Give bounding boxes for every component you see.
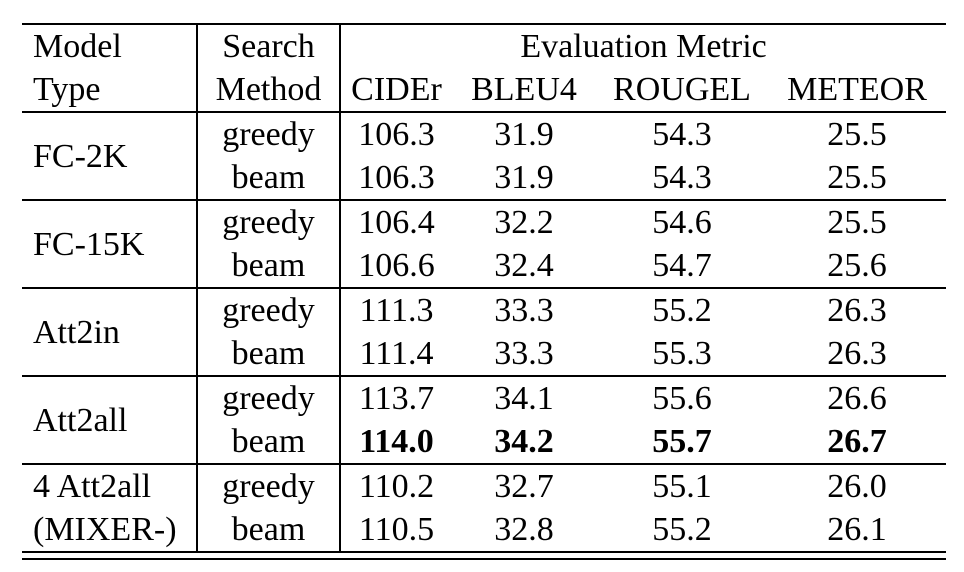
header-model-type-line1: Model (33, 28, 122, 65)
rougel-value-cell: 55.2 (652, 292, 712, 329)
header-search-method-line1: Search (222, 28, 315, 65)
header-metric-rougel: ROUGEL (613, 71, 751, 108)
cider-value-cell: 111.4 (359, 335, 434, 372)
table-row: FC-2K greedy 106.3 31.9 54.3 25.5 (22, 112, 947, 200)
cider-value-cell: 113.7 (358, 380, 435, 417)
model-name-line2: (MIXER-) (33, 511, 177, 548)
meteor-value-cell: 26.3 (827, 335, 887, 372)
bleu4-value-cell: 33.3 (494, 335, 554, 372)
cider-value-cell: 106.4 (358, 204, 435, 241)
rougel-value-cell: 54.3 (652, 159, 712, 196)
header-model-type: Model Type (22, 24, 198, 112)
meteor-value-cell: 26.6 (827, 380, 887, 417)
table-row: Att2in greedy 111.3 33.3 55.2 26.3 (22, 288, 947, 376)
bleu4-value-cell: 32.8 (494, 511, 554, 548)
table-row: FC-15K greedy 106.4 32.2 54.6 25.5 (22, 200, 947, 288)
table-body: FC-2K greedy 106.3 31.9 54.3 25.5 beam 1… (22, 112, 947, 552)
bleu4-value-cell: 32.4 (494, 247, 554, 284)
bleu4-value-cell: 32.2 (494, 204, 554, 241)
model-name-cell: Att2in (22, 288, 198, 376)
bleu4-value-cell: 34.1 (494, 380, 554, 417)
search-method-cell: beam (197, 156, 341, 200)
table-row: beam 110.5 32.8 55.2 26.1 (22, 508, 946, 552)
meteor-value-cell: 26.0 (827, 468, 887, 505)
header-metric-bleu4: BLEU4 (471, 71, 577, 108)
meteor-value-cell: 25.5 (827, 116, 887, 153)
table-row: beam 106.3 31.9 54.3 25.5 (22, 156, 946, 200)
bleu4-value-cell: 33.3 (494, 292, 554, 329)
cider-value-cell: 111.3 (359, 292, 434, 329)
header-metric-cider: CIDEr (351, 71, 442, 108)
table-row: beam 106.6 32.4 54.7 25.6 (22, 244, 946, 288)
rougel-value-cell: 55.1 (652, 468, 712, 505)
search-method-cell: beam (197, 332, 341, 376)
search-method-cell: greedy (197, 200, 341, 244)
rougel-value-cell: 55.2 (652, 511, 712, 548)
bleu4-value-cell: 32.7 (494, 468, 554, 505)
search-method-cell: beam (197, 508, 341, 552)
meteor-value-cell: 25.5 (827, 204, 887, 241)
meteor-value-cell: 26.7 (827, 423, 887, 460)
cider-value-cell: 110.2 (358, 468, 435, 505)
table-header: Model Type Search Method Evaluation Metr… (22, 24, 946, 112)
meteor-value-cell: 26.1 (827, 511, 887, 548)
header-metric-meteor: METEOR (787, 71, 927, 108)
model-name-cell: Att2all (22, 376, 198, 464)
rougel-value-cell: 55.7 (652, 423, 712, 460)
rougel-value-cell: 54.3 (652, 116, 712, 153)
search-method-cell: beam (197, 420, 341, 464)
rougel-value-cell: 55.6 (652, 380, 712, 417)
model-name-line1: 4 Att2all (33, 468, 152, 505)
model-name-cell: FC-15K (22, 200, 198, 288)
search-method-cell: greedy (197, 464, 341, 508)
cider-value-cell: 110.5 (358, 511, 435, 548)
rougel-value-cell: 54.6 (652, 204, 712, 241)
bleu4-value-cell: 31.9 (494, 116, 554, 153)
evaluation-results-table: Model Type Search Method Evaluation Metr… (22, 23, 947, 553)
cider-value-cell: 114.0 (359, 423, 434, 460)
bleu4-value-cell: 31.9 (494, 159, 554, 196)
header-search-method: Search Method (197, 24, 341, 112)
rougel-value-cell: 54.7 (652, 247, 712, 284)
meteor-value-cell: 25.6 (827, 247, 887, 284)
table-row: Att2all greedy 113.7 34.1 55.6 26.6 (22, 376, 947, 464)
bleu4-value-cell: 34.2 (494, 423, 554, 460)
header-row-2: CIDEr BLEU4 ROUGEL METEOR (22, 68, 946, 112)
meteor-value-cell: 26.3 (827, 292, 887, 329)
header-search-method-line2: Method (215, 71, 322, 108)
meteor-value-cell: 25.5 (827, 159, 887, 196)
results-table-wrapper: Model Type Search Method Evaluation Metr… (22, 23, 947, 560)
cider-value-cell: 106.6 (358, 247, 435, 284)
cider-value-cell: 106.3 (358, 116, 435, 153)
header-model-type-line2: Type (33, 71, 101, 108)
search-method-cell: beam (197, 244, 341, 288)
cider-value-cell: 106.3 (358, 159, 435, 196)
model-name-cell: 4 Att2all (MIXER-) (22, 464, 198, 552)
rougel-value-cell: 55.3 (652, 335, 712, 372)
model-name-cell: FC-2K (22, 112, 198, 200)
header-evaluation-metric: Evaluation Metric (520, 28, 767, 65)
table-row: 4 Att2all (MIXER-) greedy 110.2 32.7 55.… (22, 464, 947, 552)
search-method-cell: greedy (197, 288, 341, 332)
search-method-cell: greedy (197, 112, 341, 156)
table-row: beam 111.4 33.3 55.3 26.3 (22, 332, 946, 376)
search-method-cell: greedy (197, 376, 341, 420)
table-row-best-result: beam 114.0 34.2 55.7 26.7 (22, 420, 946, 464)
header-row-1: Model Type Search Method Evaluation Metr… (22, 24, 946, 112)
